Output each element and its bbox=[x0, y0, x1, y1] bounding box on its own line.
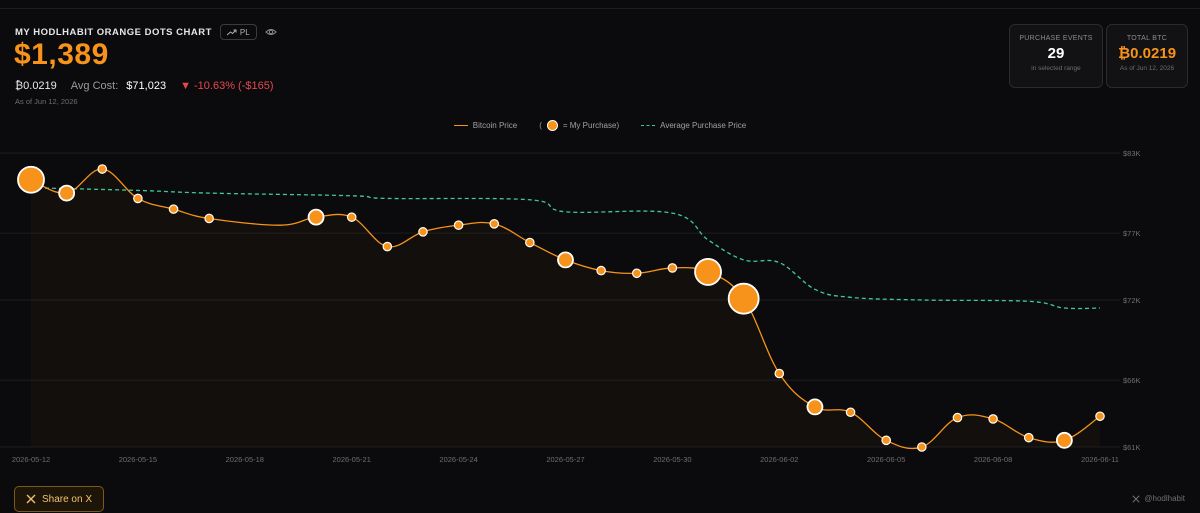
purchase-events-sub: in selected range bbox=[1031, 65, 1081, 72]
y-tick-label: $61K bbox=[1123, 443, 1141, 452]
y-tick-label: $72K bbox=[1123, 296, 1141, 305]
trend-up-icon bbox=[226, 29, 237, 35]
x-tick-label: 2026-05-18 bbox=[226, 455, 264, 464]
x-tick-label: 2026-06-11 bbox=[1081, 455, 1119, 464]
avg-cost-value: $71,023 bbox=[126, 80, 167, 92]
avg-purchase-line bbox=[30, 187, 1101, 310]
purchase-dot[interactable] bbox=[418, 227, 428, 237]
as-of-date: As of Jun 12, 2026 bbox=[15, 97, 78, 106]
change-value: ▼ -10.63% (-$165) bbox=[180, 80, 274, 92]
legend-purchase-label: = My Purchase) bbox=[562, 121, 620, 130]
x-tick-label: 2026-05-21 bbox=[333, 455, 371, 464]
purchase-dot[interactable] bbox=[382, 241, 393, 252]
purchase-dot[interactable] bbox=[806, 398, 824, 416]
purchase-dot[interactable] bbox=[774, 368, 785, 379]
avg-cost-label: Avg Cost: bbox=[70, 80, 119, 92]
purchase-dot[interactable] bbox=[727, 282, 760, 315]
legend-avg[interactable]: Average Purchase Price bbox=[641, 121, 746, 130]
purchase-dot[interactable] bbox=[1023, 432, 1034, 443]
x-tick-label: 2026-05-24 bbox=[439, 455, 477, 464]
x-tick-label: 2026-05-15 bbox=[119, 455, 157, 464]
credit[interactable]: @hodlhabit bbox=[1132, 494, 1185, 503]
x-logo-icon bbox=[1132, 494, 1140, 503]
legend-price[interactable]: Bitcoin Price bbox=[453, 121, 518, 130]
share-label: Share on X bbox=[41, 493, 93, 505]
eye-icon[interactable] bbox=[264, 27, 277, 37]
avg-line-swatch bbox=[641, 125, 656, 126]
x-logo-icon bbox=[26, 494, 36, 504]
total-btc-value: ₿0.0219 bbox=[1117, 45, 1177, 62]
legend-avg-label: Average Purchase Price bbox=[660, 121, 747, 130]
price-area bbox=[31, 169, 1100, 449]
purchase-dot[interactable] bbox=[596, 265, 606, 276]
y-tick-label: $83K bbox=[1123, 149, 1141, 158]
legend-price-label: Bitcoin Price bbox=[472, 121, 518, 130]
purchase-dot[interactable] bbox=[845, 407, 856, 418]
purchase-dot[interactable] bbox=[917, 442, 927, 452]
price-line-swatch bbox=[453, 125, 468, 126]
purchase-dot[interactable] bbox=[58, 184, 76, 202]
stats-row: ₿0.0219 Avg Cost: $71,023 ▼ -10.63% (-$1… bbox=[15, 80, 274, 92]
purchase-dot[interactable] bbox=[1095, 411, 1105, 422]
purchase-dot[interactable] bbox=[881, 435, 891, 446]
purchase-dot[interactable] bbox=[1055, 431, 1073, 449]
x-tick-label: 2026-06-08 bbox=[974, 455, 1012, 464]
purchase-dot-swatch bbox=[546, 120, 558, 131]
purchase-dot[interactable] bbox=[346, 212, 357, 222]
total-btc-label: TOTAL BTC bbox=[1126, 35, 1168, 42]
credit-handle: @hodlhabit bbox=[1144, 494, 1185, 503]
purchase-dot[interactable] bbox=[204, 213, 214, 224]
chart-title: MY HODLHABIT ORANGE DOTS CHART bbox=[15, 26, 212, 38]
purchase-dot[interactable] bbox=[97, 164, 108, 174]
portfolio-value: $1,389 bbox=[14, 38, 109, 71]
purchase-dot[interactable] bbox=[453, 220, 464, 230]
app-frame bbox=[0, 8, 1200, 513]
x-tick-label: 2026-05-12 bbox=[12, 455, 50, 464]
x-tick-label: 2026-06-05 bbox=[867, 455, 905, 464]
purchase-dot[interactable] bbox=[667, 263, 678, 273]
x-tick-label: 2026-06-02 bbox=[760, 455, 798, 464]
x-tick-label: 2026-05-27 bbox=[546, 455, 584, 464]
legend-purchase: ( = My Purchase) bbox=[539, 120, 619, 131]
price-chart[interactable]: $61K $66K $72K $77K $83K 2026-05-12 2026-05-1… bbox=[0, 140, 1200, 470]
purchase-dot[interactable] bbox=[694, 258, 722, 286]
purchase-events-card: PURCHASE EVENTS 29 in selected range bbox=[1009, 24, 1103, 88]
total-btc-sub: As of Jun 12, 2026 bbox=[1119, 65, 1175, 72]
header-title-row: MY HODLHABIT ORANGE DOTS CHART PL bbox=[15, 24, 277, 40]
purchase-dot[interactable] bbox=[988, 414, 998, 424]
purchase-dot[interactable] bbox=[631, 268, 642, 279]
x-tick-label: 2026-05-30 bbox=[653, 455, 691, 464]
purchase-dot[interactable] bbox=[557, 251, 574, 269]
purchase-dot[interactable] bbox=[168, 204, 179, 214]
purchase-dot[interactable] bbox=[525, 237, 535, 248]
chart-legend: Bitcoin Price ( = My Purchase) Average P… bbox=[0, 120, 1200, 131]
total-btc-card: TOTAL BTC ₿0.0219 As of Jun 12, 2026 bbox=[1106, 24, 1188, 88]
purchase-dot[interactable] bbox=[307, 208, 325, 226]
y-tick-label: $66K bbox=[1123, 376, 1141, 385]
purchase-dot[interactable] bbox=[952, 412, 963, 423]
purchase-events-value: 29 bbox=[1047, 45, 1065, 62]
legend-purchase-open: ( bbox=[539, 121, 542, 130]
btc-amount: ₿0.0219 bbox=[15, 80, 57, 92]
purchase-dot[interactable] bbox=[133, 193, 143, 204]
purchase-dot[interactable] bbox=[489, 219, 500, 229]
share-on-x-button[interactable]: Share on X bbox=[14, 486, 104, 512]
pl-label: PL bbox=[239, 27, 250, 37]
y-tick-label: $77K bbox=[1123, 229, 1141, 238]
purchase-dot[interactable] bbox=[17, 165, 45, 194]
purchase-events-label: PURCHASE EVENTS bbox=[1019, 35, 1093, 42]
pl-toggle-button[interactable]: PL bbox=[219, 24, 257, 40]
